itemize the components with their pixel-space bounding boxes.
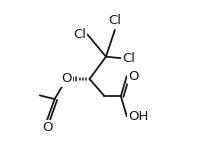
Text: O: O (61, 73, 72, 86)
Text: Cl: Cl (108, 14, 121, 27)
Text: Cl: Cl (122, 52, 135, 65)
Text: Cl: Cl (73, 28, 86, 41)
Text: O: O (42, 121, 52, 134)
Text: OH: OH (128, 110, 149, 123)
Text: O: O (128, 69, 139, 82)
